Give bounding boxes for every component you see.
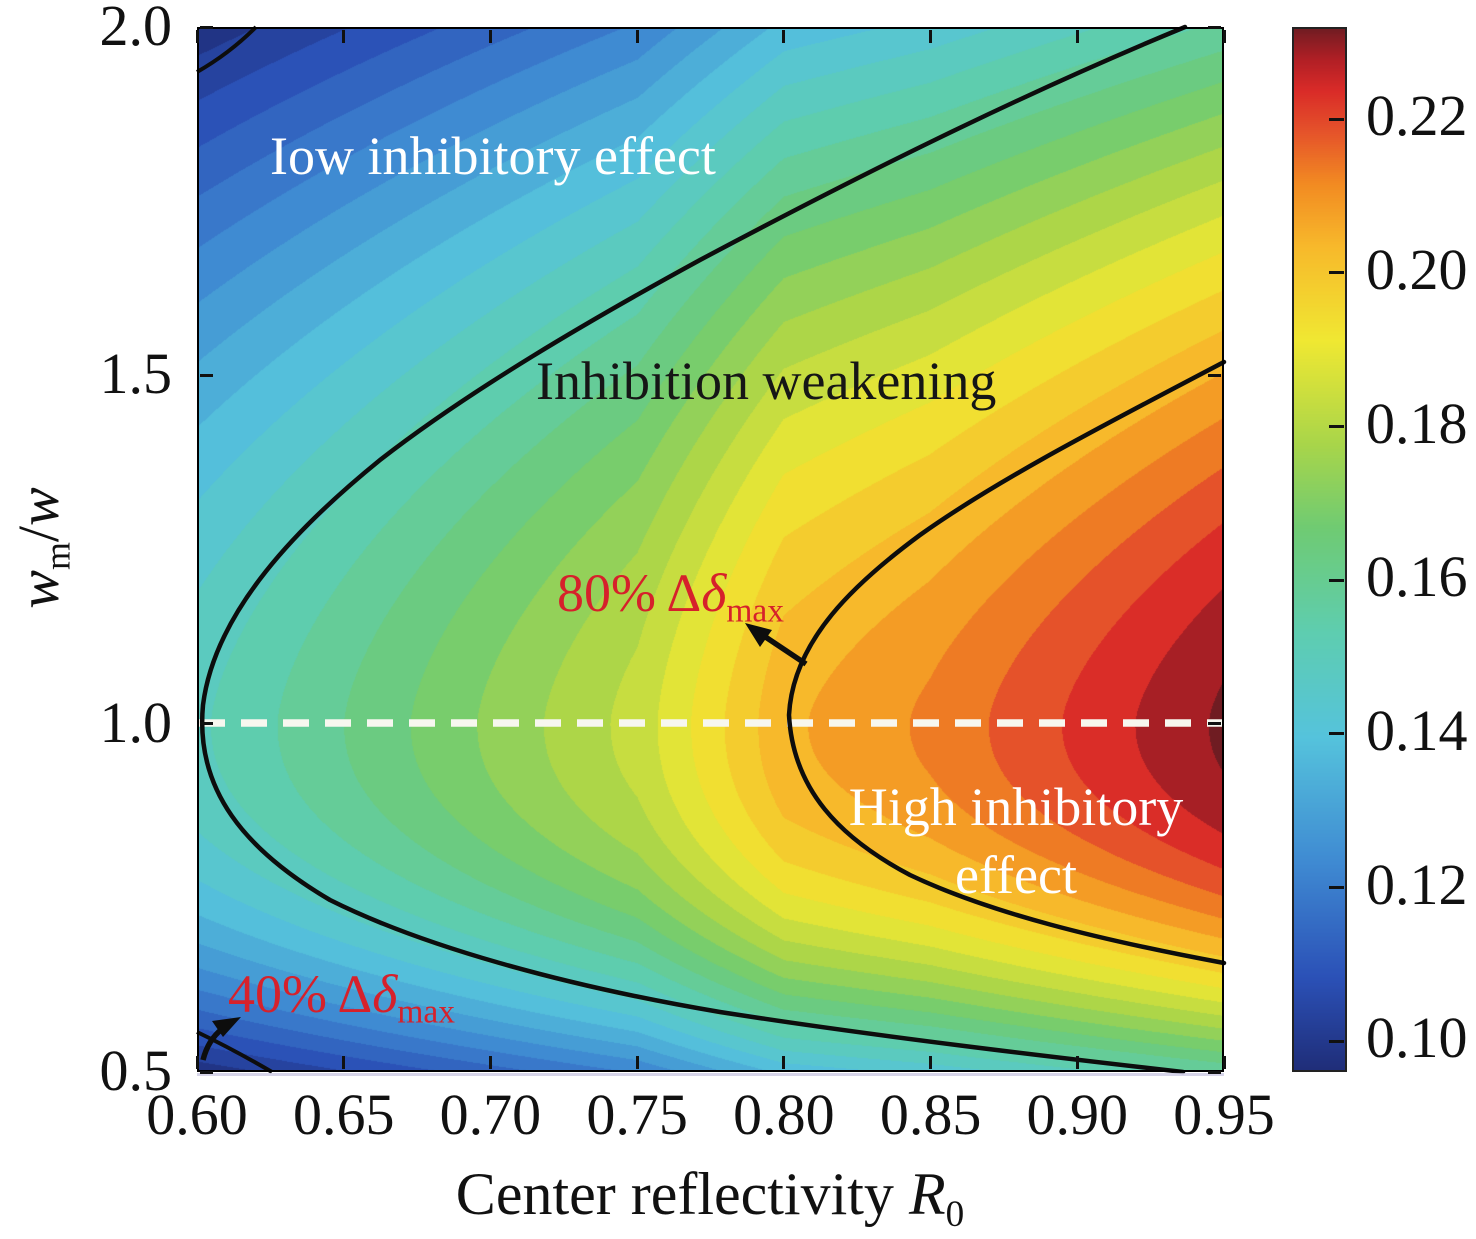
x-tick-mark xyxy=(929,1056,933,1069)
colorbar-tick-label: 0.16 xyxy=(1366,544,1468,610)
y-tick-mark-right xyxy=(1208,1070,1221,1074)
x-tick-mark-top xyxy=(782,30,786,43)
colorbar-tick-label: 0.22 xyxy=(1366,83,1468,149)
x-axis-title-text: Center reflectivity xyxy=(455,1161,909,1227)
x-tick-mark-top xyxy=(195,30,199,43)
annotation-80pct-prefix: 80% Δ xyxy=(557,563,702,623)
x-tick-mark xyxy=(782,1056,786,1069)
colorbar-tick-mark xyxy=(1329,117,1344,121)
x-tick-label: 0.80 xyxy=(733,1082,835,1147)
x-tick-mark-top xyxy=(1075,30,1079,43)
y-axis-title-var2: w xyxy=(6,487,71,526)
colorbar-gradient-canvas xyxy=(1292,27,1347,1072)
y-tick-mark-right xyxy=(1208,25,1221,29)
x-tick-mark xyxy=(342,1056,346,1069)
y-axis-title: wm/w xyxy=(6,393,78,703)
x-tick-mark-top xyxy=(635,30,639,43)
y-tick-mark xyxy=(200,25,213,29)
y-tick-mark-right xyxy=(1208,722,1221,726)
colorbar-tick-mark xyxy=(1329,886,1344,890)
annotation-high-line1: High inhibitory xyxy=(848,777,1184,837)
annotation-80pct-delta: δ xyxy=(701,563,727,623)
colorbar-tick-mark xyxy=(1329,578,1344,582)
annotation-80pct-delta-max: 80% Δδmax xyxy=(557,566,784,628)
x-tick-mark xyxy=(195,1056,199,1069)
x-tick-mark xyxy=(635,1056,639,1069)
annotation-high-inhibitory-effect: High inhibitory effect xyxy=(840,773,1192,909)
y-tick-label: 2.0 xyxy=(99,0,173,58)
x-tick-label: 0.70 xyxy=(439,1082,542,1147)
y-axis-title-slash: / xyxy=(6,525,71,543)
y-tick-mark-right xyxy=(1208,373,1221,377)
colorbar-tick-label: 0.12 xyxy=(1366,851,1468,917)
x-tick-mark-top xyxy=(929,30,933,43)
x-axis-title-variable: R xyxy=(908,1161,946,1227)
annotation-low-inhibitory-effect: Iow inhibitory effect xyxy=(270,126,716,186)
colorbar-tick-label: 0.18 xyxy=(1366,390,1468,456)
x-tick-mark xyxy=(1075,1056,1079,1069)
x-tick-mark-top xyxy=(1222,30,1226,43)
x-tick-label: 0.95 xyxy=(1173,1082,1275,1147)
y-tick-label: 1.0 xyxy=(99,689,173,755)
x-tick-mark xyxy=(1222,1056,1226,1069)
x-axis-title-subscript: 0 xyxy=(945,1193,965,1235)
annotation-high-line2: effect xyxy=(955,845,1077,906)
y-tick-mark xyxy=(200,373,213,377)
x-tick-mark-top xyxy=(342,30,346,43)
x-tick-label: 0.60 xyxy=(146,1082,248,1147)
x-tick-mark xyxy=(488,1056,492,1069)
colorbar-tick-mark xyxy=(1329,271,1344,275)
x-tick-label: 0.65 xyxy=(292,1082,395,1147)
x-tick-mark-top xyxy=(488,30,492,43)
plot-frame-halo xyxy=(197,1073,1224,1076)
colorbar-tick-mark xyxy=(1329,1039,1344,1043)
annotation-40pct-delta: δ xyxy=(372,964,398,1024)
y-axis-title-subscript: m xyxy=(37,542,78,571)
annotation-inhibition-weakening: Inhibition weakening xyxy=(536,351,997,411)
x-tick-label: 0.85 xyxy=(879,1082,982,1147)
annotation-40pct-prefix: 40% Δ xyxy=(228,964,373,1024)
plot-frame xyxy=(197,27,1224,1072)
annotation-40pct-subscript: max xyxy=(397,993,455,1031)
colorbar-tick-mark xyxy=(1329,732,1344,736)
x-tick-label: 0.90 xyxy=(1026,1082,1129,1147)
colorbar-tick-mark xyxy=(1329,425,1344,429)
y-tick-mark xyxy=(200,1070,213,1074)
colorbar-frame xyxy=(1292,27,1347,1072)
y-tick-label: 0.5 xyxy=(99,1038,173,1103)
y-axis-title-var1: w xyxy=(6,570,71,609)
x-axis-title: Center reflectivity R0 xyxy=(360,1164,1060,1233)
y-tick-mark xyxy=(200,722,213,726)
colorbar-tick-label: 0.14 xyxy=(1366,697,1468,763)
annotation-80pct-subscript: max xyxy=(726,592,784,630)
y-tick-label: 1.5 xyxy=(99,341,173,407)
x-tick-label: 0.75 xyxy=(586,1082,688,1147)
annotation-40pct-delta-max: 40% Δδmax xyxy=(228,967,455,1029)
colorbar-tick-label: 0.10 xyxy=(1366,1005,1468,1071)
colorbar-tick-label: 0.20 xyxy=(1366,236,1468,302)
